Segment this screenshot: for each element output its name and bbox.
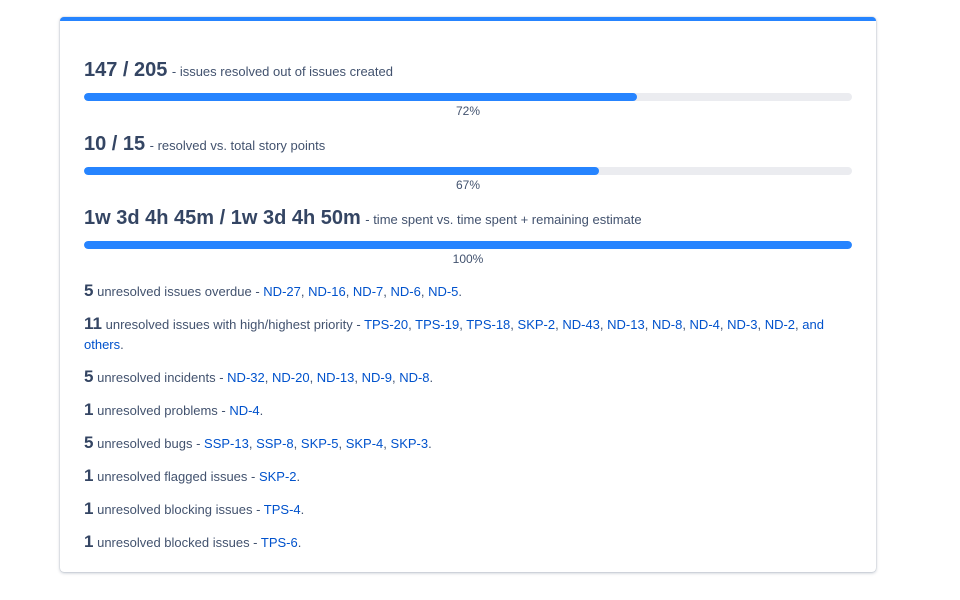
issue-link[interactable]: SSP-13: [204, 436, 249, 451]
progress-bar-fill: [84, 167, 599, 175]
issue-link[interactable]: ND-5: [428, 284, 459, 299]
issue-link[interactable]: SKP-2: [258, 469, 297, 484]
issue-link[interactable]: ND-9: [361, 370, 392, 385]
issue-label: unresolved incidents -: [97, 370, 228, 385]
summary-card: 147 / 205 - issues resolved out of issue…: [60, 17, 876, 572]
line-end-period: .: [428, 436, 432, 451]
issue-link[interactable]: ND-43: [562, 317, 600, 332]
progress-bar-fill: [84, 93, 637, 101]
issue-label: unresolved problems -: [97, 403, 230, 418]
issue-count: 5: [84, 433, 94, 452]
issue-label: unresolved issues overdue -: [97, 284, 264, 299]
issue-link[interactable]: ND-32: [227, 370, 265, 385]
issue-line-blocked: 1 unresolved blocked issues - TPS-6.: [84, 532, 854, 553]
issue-line-flagged: 1 unresolved flagged issues - SKP-2.: [84, 466, 854, 487]
issue-line-overdue: 5 unresolved issues overdue - ND-27, ND-…: [84, 281, 463, 300]
issue-label: unresolved blocking issues -: [97, 502, 264, 517]
issue-link[interactable]: ND-13: [607, 317, 645, 332]
issue-count: 5: [84, 367, 94, 386]
issue-link[interactable]: SKP-4: [345, 436, 384, 451]
issue-link[interactable]: TPS-18: [466, 317, 511, 332]
issue-link[interactable]: ND-13: [316, 370, 355, 385]
issue-link[interactable]: SKP-3: [390, 436, 429, 451]
issue-link[interactable]: ND-20: [271, 370, 310, 385]
progress-percent: 100%: [452, 252, 484, 266]
issue-line-blocking: 1 unresolved blocking issues - TPS-4.: [84, 499, 854, 520]
metric-value: 147 / 205: [84, 59, 168, 81]
metric-description: - issues resolved out of issues created: [171, 64, 393, 79]
metric-description: - time spent vs. time spent + remaining …: [365, 212, 642, 227]
issue-count: 1: [84, 400, 94, 419]
issue-label: unresolved issues with high/highest prio…: [105, 317, 365, 332]
line-end-period: .: [120, 337, 124, 352]
progress-percent: 67%: [455, 178, 481, 192]
issue-count: 5: [84, 281, 94, 300]
metric-value: 10 / 15: [84, 133, 146, 155]
line-end-period: .: [259, 403, 264, 418]
issue-link[interactable]: ND-4: [689, 317, 720, 332]
and-others-link[interactable]: and others: [84, 317, 824, 352]
issue-link[interactable]: ND-27: [263, 284, 301, 299]
issue-link[interactable]: TPS-20: [364, 317, 409, 332]
issue-link[interactable]: TPS-19: [415, 317, 460, 332]
issue-count: 11: [84, 314, 102, 333]
progress-bar: [84, 167, 852, 175]
issue-link[interactable]: SKP-2: [517, 317, 556, 332]
issue-link[interactable]: ND-4: [229, 403, 260, 418]
metric-story-points: 10 / 15 - resolved vs. total story point…: [84, 131, 852, 192]
issue-link[interactable]: ND-7: [352, 284, 384, 299]
line-end-period: .: [300, 502, 305, 517]
issue-link[interactable]: ND-6: [390, 284, 421, 299]
progress-bar-fill: [84, 241, 852, 249]
metric-value: 1w 3d 4h 45m / 1w 3d 4h 50m: [84, 207, 361, 229]
progress-bar: [84, 241, 852, 249]
metric-description: - resolved vs. total story points: [149, 138, 326, 153]
metric-time-spent: 1w 3d 4h 45m / 1w 3d 4h 50m - time spent…: [84, 205, 852, 266]
issue-link[interactable]: ND-8: [399, 370, 430, 385]
issue-link[interactable]: ND-8: [651, 317, 683, 332]
issue-count: 1: [84, 532, 94, 551]
issue-link[interactable]: TPS-6: [260, 535, 298, 550]
issue-link[interactable]: ND-16: [308, 284, 346, 299]
issue-label: unresolved bugs -: [97, 436, 205, 451]
issue-label: unresolved flagged issues -: [97, 469, 259, 484]
line-end-period: .: [296, 469, 301, 484]
progress-percent: 72%: [455, 104, 481, 118]
line-end-period: .: [458, 284, 463, 299]
issue-link[interactable]: ND-3: [727, 317, 758, 332]
issue-link[interactable]: SSP-8: [256, 436, 294, 451]
issue-count: 1: [84, 466, 94, 485]
issue-link[interactable]: SKP-5: [300, 436, 339, 451]
progress-bar: [84, 93, 852, 101]
issue-line-problems: 1 unresolved problems - ND-4.: [84, 400, 854, 421]
issue-link[interactable]: ND-2: [764, 317, 796, 332]
issue-line-high-priority: 11 unresolved issues with high/highest p…: [84, 314, 824, 352]
line-end-period: .: [297, 535, 302, 550]
line-end-period: .: [429, 370, 434, 385]
issue-line-incidents: 5 unresolved incidents - ND-32, ND-20, N…: [84, 367, 434, 386]
issue-line-bugs: 5 unresolved bugs - SSP-13, SSP-8, SKP-5…: [84, 433, 432, 452]
issue-label: unresolved blocked issues -: [97, 535, 261, 550]
metric-issues-resolved: 147 / 205 - issues resolved out of issue…: [84, 57, 852, 118]
issue-link[interactable]: TPS-4: [263, 502, 301, 517]
issue-count: 1: [84, 499, 94, 518]
